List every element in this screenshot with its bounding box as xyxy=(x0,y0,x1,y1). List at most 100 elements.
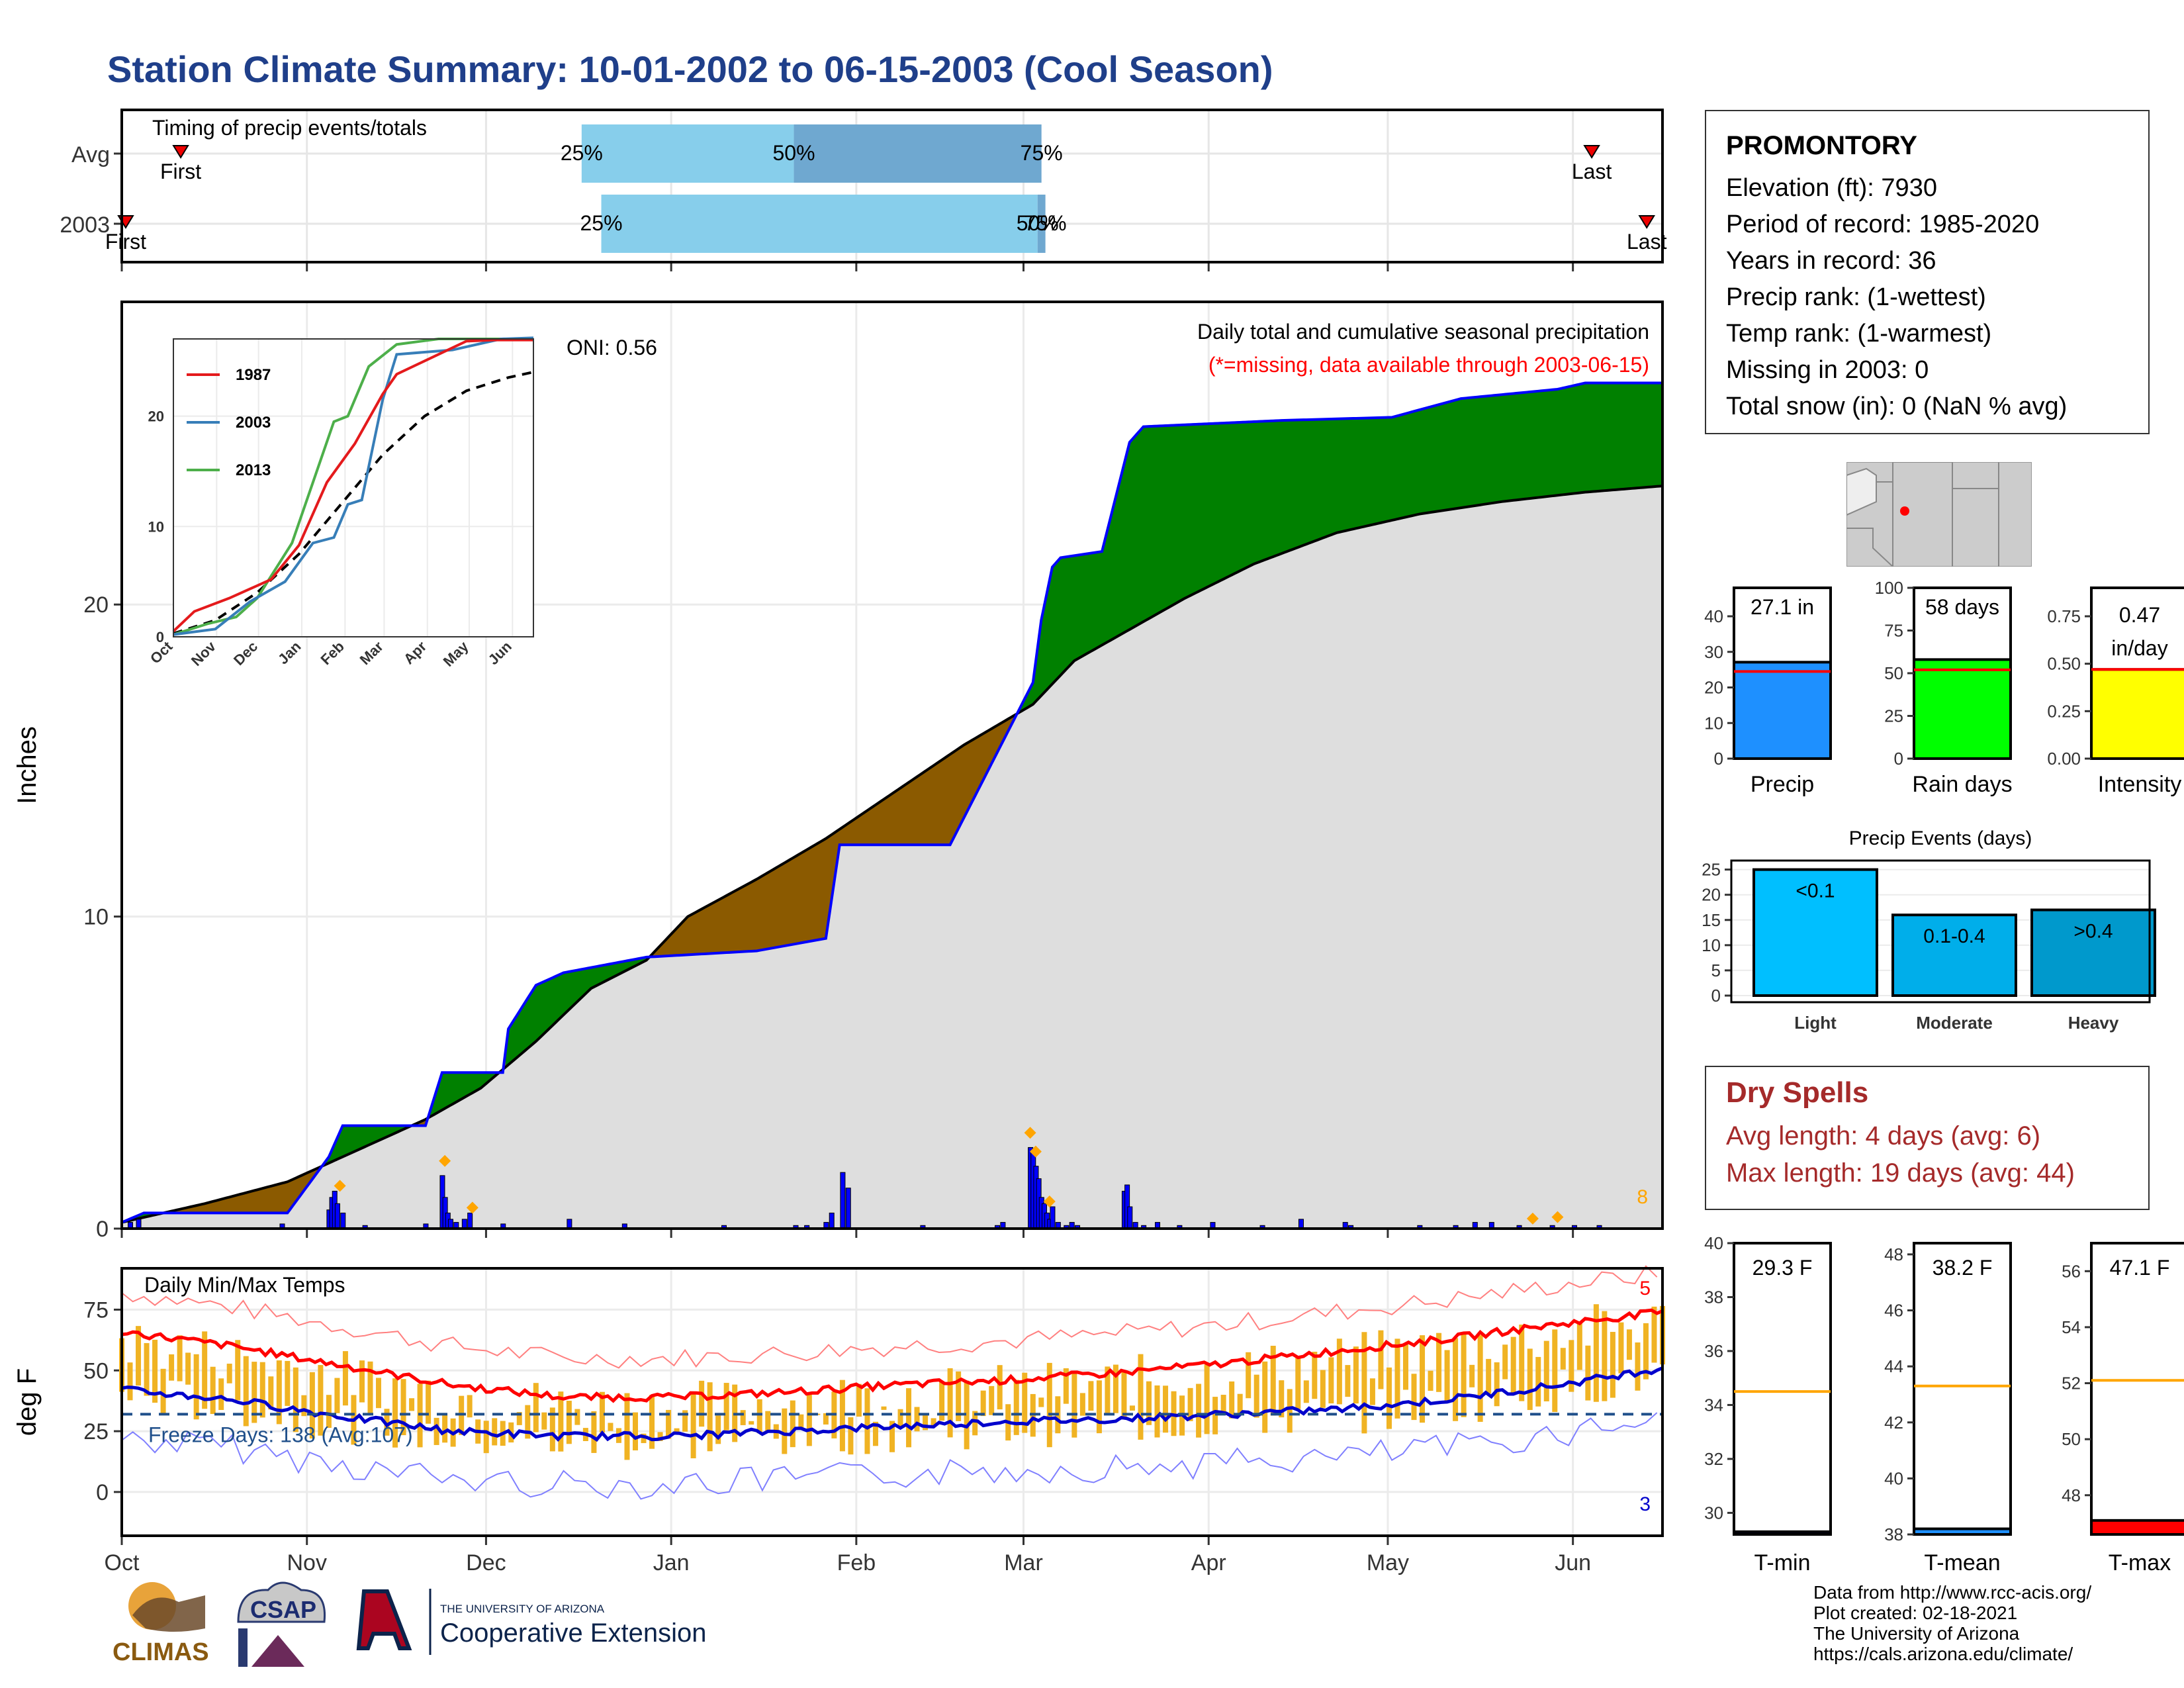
temps-daily-bar xyxy=(268,1376,274,1410)
temps-ylabel: deg F xyxy=(13,1368,42,1436)
temps-daily-bar xyxy=(426,1380,432,1424)
timing-avg-last-label: Last xyxy=(1572,160,1612,183)
map-inset-region xyxy=(1846,467,1877,516)
temps-daily-bar xyxy=(334,1378,340,1413)
temp-summary-ytick-label: 32 xyxy=(1704,1449,1723,1469)
precip-oni: ONI: 0.56 xyxy=(567,336,657,359)
temp-summary-category: T-mean xyxy=(1924,1550,2000,1575)
events-category: Heavy xyxy=(2068,1013,2119,1033)
summary-bar-ytick-label: 25 xyxy=(1884,706,1903,726)
precip-ytick-label: 0 xyxy=(96,1217,109,1242)
temps-daily-bar xyxy=(1320,1370,1326,1408)
temps-daily-bar xyxy=(1146,1381,1152,1425)
temp-summary-ytick-label: 50 xyxy=(2062,1429,2081,1449)
temps-daily-bar xyxy=(1386,1367,1392,1429)
temps-avg-tmax-line xyxy=(121,1308,1663,1403)
temp-summary-ytick-label: 40 xyxy=(1704,1233,1723,1253)
state-borders xyxy=(1846,462,1999,567)
temp-summary-ytick-label: 46 xyxy=(1884,1301,1903,1321)
temps-daily-bar xyxy=(259,1362,265,1418)
temps-daily-bar xyxy=(574,1409,580,1425)
temps-daily-bar xyxy=(293,1367,298,1432)
temps-daily-bar xyxy=(1279,1380,1285,1418)
temp-summary-ytick-label: 42 xyxy=(1884,1413,1903,1432)
summary-bar-ytick-label: 0 xyxy=(1894,749,1903,769)
temps-xtick-label: May xyxy=(1367,1550,1409,1575)
temps-daily-bar xyxy=(144,1342,150,1396)
station-elevation: Elevation (ft): 7930 xyxy=(1726,174,1937,202)
temps-daily-bar xyxy=(782,1408,788,1454)
temp-summary-value-label: 47.1 F xyxy=(2110,1256,2170,1280)
temps-daily-bar xyxy=(599,1391,605,1433)
temps-daily-bar xyxy=(1038,1397,1044,1407)
summary-bar-ytick-label: 0.25 xyxy=(2047,701,2081,721)
temps-daily-bar xyxy=(400,1379,406,1436)
inset-ytick-label: 10 xyxy=(148,518,164,535)
csap-logo-text: CSAP xyxy=(250,1596,316,1623)
temps-daily-bar xyxy=(897,1409,903,1429)
temps-daily-bar xyxy=(1527,1348,1533,1411)
temp-summary-ytick-label: 48 xyxy=(1884,1244,1903,1264)
temps-daily-bar xyxy=(749,1421,754,1425)
temps-record-low-count: 3 xyxy=(1639,1493,1651,1515)
credits: Data from http://www.rcc-acis.org/ Plot … xyxy=(1813,1582,2091,1664)
summary-bar-ytick-label: 40 xyxy=(1704,606,1723,626)
temps-daily-bar xyxy=(1163,1385,1169,1433)
temps-daily-bar xyxy=(251,1362,257,1423)
summary-bar-value-label: 0.47 xyxy=(2119,603,2160,627)
events-border xyxy=(1730,859,2151,1004)
temps-daily-bar xyxy=(1420,1335,1426,1423)
temps-daily-bar xyxy=(906,1388,912,1448)
temps-daily-bar xyxy=(1088,1381,1094,1411)
ua-small-text: THE UNIVERSITY OF ARIZONA xyxy=(440,1603,605,1615)
temp-summary-frame xyxy=(1913,1242,2012,1536)
temps-daily-bar xyxy=(1519,1325,1525,1401)
temps-daily-bar xyxy=(409,1398,415,1411)
timing-bar-50-75 xyxy=(1037,195,1046,253)
temps-daily-bar xyxy=(533,1383,539,1432)
temps-daily-bar xyxy=(525,1405,531,1439)
temp-summary-bar xyxy=(1913,1527,2012,1536)
temps-daily-bar xyxy=(1312,1352,1318,1399)
temps-daily-bar xyxy=(1063,1368,1069,1404)
temps-daily-bar xyxy=(1444,1350,1450,1403)
temps-daily-bar xyxy=(1046,1362,1052,1448)
events-bar xyxy=(1752,868,1878,997)
temps-xtick-label: Mar xyxy=(1004,1550,1043,1575)
events-title: Precip Events (days) xyxy=(1849,827,2032,849)
timing-pct-label: 25% xyxy=(561,141,603,165)
temp-summary-ytick-label: 56 xyxy=(2062,1261,2081,1281)
inset-2013-line xyxy=(173,338,533,636)
temp-summary-value-label: 38.2 F xyxy=(1933,1256,1993,1280)
temps-ytick-label: 25 xyxy=(83,1419,109,1444)
temps-daily-bar xyxy=(541,1412,547,1430)
temps-xtick-label: Jun xyxy=(1555,1550,1591,1575)
temp-summary-ytick-label: 54 xyxy=(2062,1317,2081,1337)
inset-2003-line xyxy=(173,336,534,636)
temps-daily-bar xyxy=(1328,1357,1334,1404)
inset-border xyxy=(173,338,534,637)
temps-daily-bar xyxy=(226,1364,232,1383)
station-period: Period of record: 1985-2020 xyxy=(1726,211,2040,238)
temps-daily-bar xyxy=(1129,1405,1135,1411)
timing-border xyxy=(120,109,1664,263)
summary-bar-ytick-label: 0.50 xyxy=(2047,654,2081,674)
temps-daily-bar xyxy=(798,1414,804,1428)
temps-daily-bar xyxy=(1510,1336,1516,1395)
temps-daily-bar xyxy=(690,1391,696,1459)
temps-daily-bar xyxy=(558,1391,564,1452)
temp-summary-ytick-label: 36 xyxy=(1704,1341,1723,1361)
temps-daily-bar xyxy=(1196,1383,1202,1438)
temps-record-high-count: 5 xyxy=(1639,1278,1651,1299)
temps-daily-bar xyxy=(1602,1311,1608,1401)
temps-daily-bar xyxy=(956,1371,962,1421)
csap-bar xyxy=(238,1628,248,1667)
timing-cur-first-label: First xyxy=(105,230,146,254)
precip-daily-bar xyxy=(467,1212,473,1229)
temps-daily-bar xyxy=(1436,1333,1442,1392)
summary-bar-category: Intensity xyxy=(2098,772,2182,797)
credit-data-source: Data from http://www.rcc-acis.org/ xyxy=(1813,1582,2092,1603)
temps-ytick-label: 50 xyxy=(83,1358,109,1383)
